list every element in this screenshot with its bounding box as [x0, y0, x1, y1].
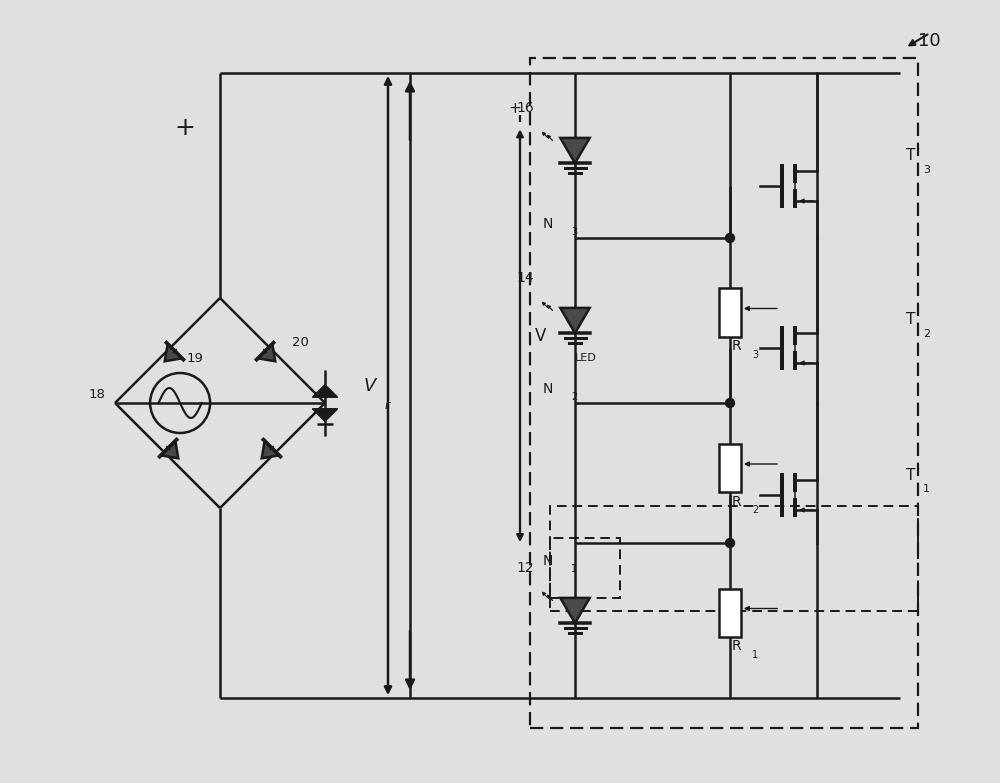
Bar [719, 288, 741, 337]
Text: 1: 1 [571, 564, 577, 574]
Text: 3: 3 [571, 227, 577, 237]
Text: N: N [543, 217, 553, 231]
Text: +: + [175, 116, 195, 140]
Text: 16: 16 [516, 102, 534, 116]
Polygon shape [312, 409, 338, 421]
Text: V: V [364, 377, 376, 395]
Text: 14: 14 [516, 272, 534, 286]
Text: 10: 10 [918, 32, 941, 50]
Polygon shape [161, 441, 178, 458]
Bar [719, 589, 741, 637]
Text: r: r [385, 399, 390, 412]
Text: 18: 18 [89, 388, 105, 401]
Text: R: R [731, 640, 741, 654]
Text: 2: 2 [752, 505, 758, 515]
Polygon shape [560, 308, 590, 333]
Circle shape [726, 233, 734, 243]
Polygon shape [560, 598, 590, 623]
Polygon shape [560, 138, 590, 163]
Text: 20: 20 [292, 336, 309, 349]
Text: R: R [731, 495, 741, 509]
Text: 12: 12 [516, 561, 534, 576]
Polygon shape [258, 344, 275, 361]
Text: N: N [543, 382, 553, 396]
Bar [530, 58, 918, 728]
Polygon shape [165, 344, 182, 361]
Text: 2: 2 [571, 392, 577, 402]
Text: 3: 3 [923, 165, 930, 175]
Circle shape [726, 399, 734, 407]
Text: 1: 1 [752, 650, 758, 659]
Text: N: N [543, 554, 553, 568]
Circle shape [726, 539, 734, 547]
Bar [719, 444, 741, 492]
Text: 3: 3 [752, 349, 758, 359]
Bar [550, 538, 620, 598]
Polygon shape [262, 441, 279, 458]
Text: 19: 19 [187, 352, 204, 365]
Text: V: V [535, 327, 546, 345]
Text: 1: 1 [923, 484, 930, 494]
Polygon shape [312, 384, 338, 397]
Text: T: T [906, 467, 915, 482]
Text: LED: LED [575, 353, 597, 363]
Text: 2: 2 [923, 329, 930, 339]
Text: T: T [906, 149, 915, 164]
Text: R: R [731, 340, 741, 353]
Text: T: T [906, 312, 915, 327]
Text: +: + [509, 101, 521, 116]
Bar [550, 506, 918, 611]
